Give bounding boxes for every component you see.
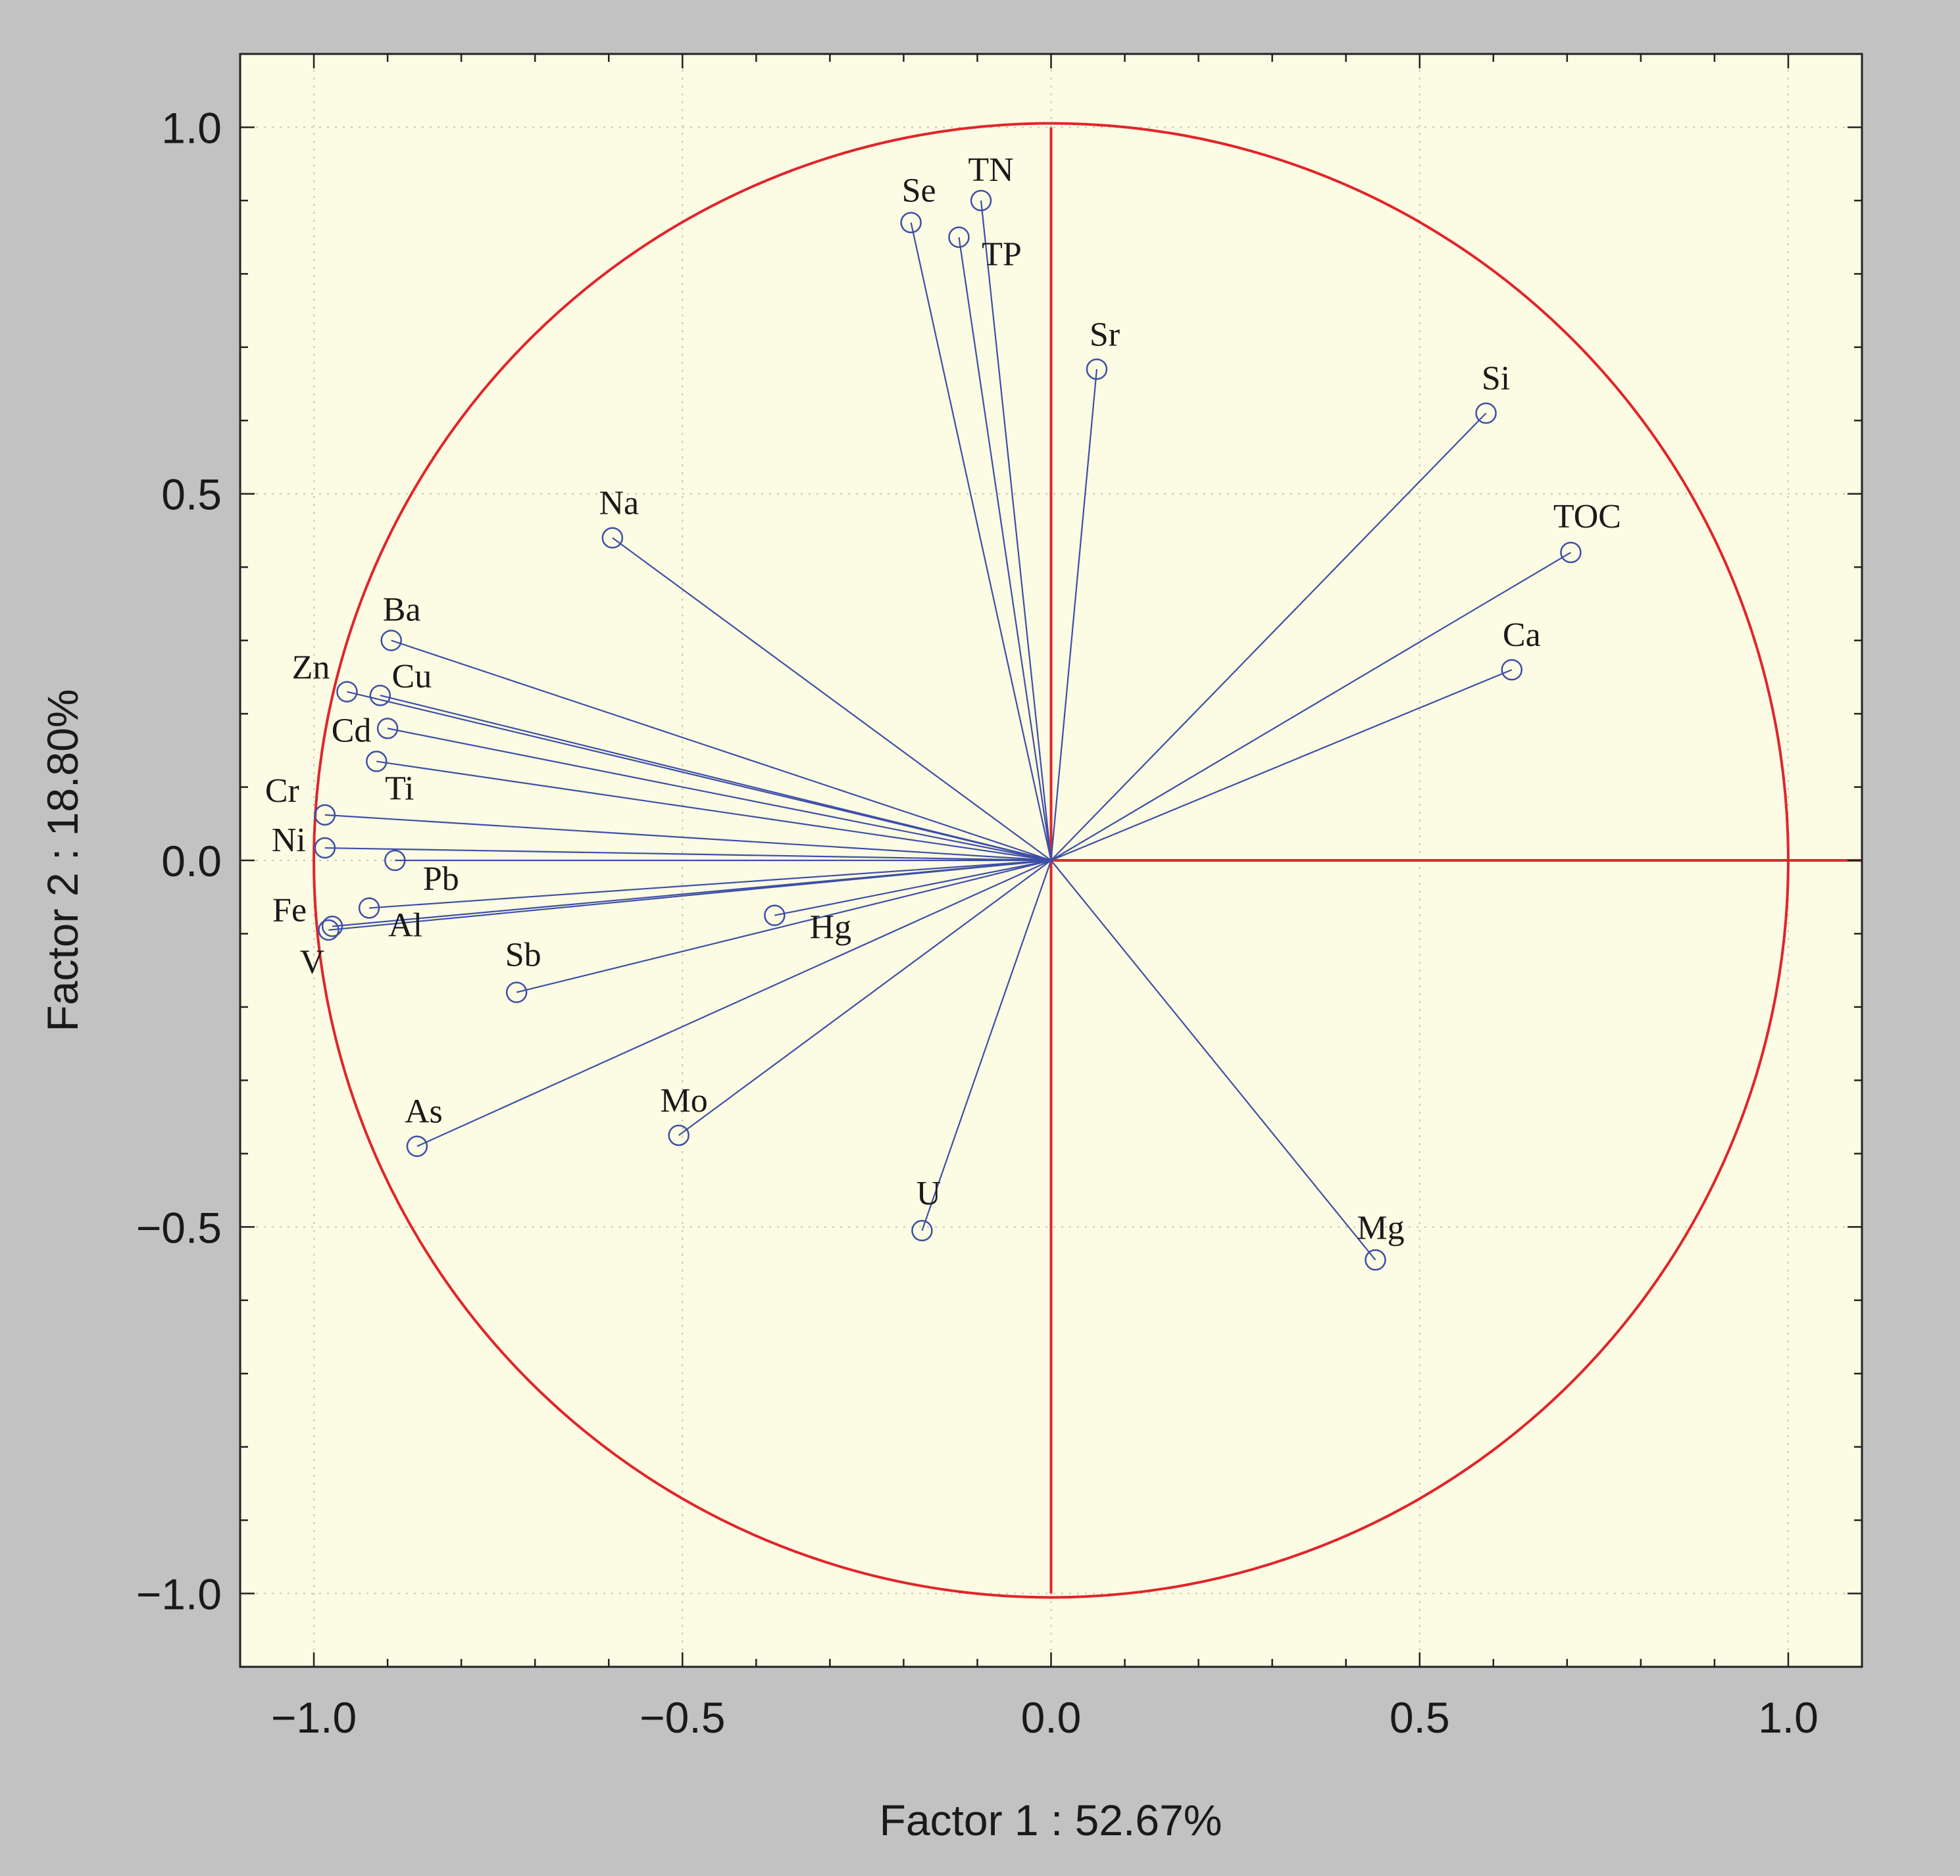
y-tick-label: 1.0	[161, 103, 222, 152]
y-tick-label: −1.0	[136, 1570, 222, 1619]
label-al: Al	[388, 906, 422, 944]
point-na	[601, 527, 624, 549]
point-tp	[948, 226, 970, 248]
vector-cu	[380, 695, 1051, 862]
y-tick-label: 0.0	[161, 837, 222, 885]
vector-mo	[678, 860, 1052, 1136]
label-toc: TOC	[1553, 498, 1621, 535]
vector-al	[369, 859, 1051, 909]
vector-v	[328, 859, 1051, 931]
point-cd	[376, 718, 399, 739]
point-ba	[380, 629, 402, 651]
point-se	[900, 212, 922, 234]
label-ca: Ca	[1503, 616, 1541, 654]
label-sr: Sr	[1090, 316, 1120, 353]
point-toc	[1560, 541, 1582, 564]
label-cd: Cd	[332, 712, 372, 749]
label-zn: Zn	[292, 649, 330, 687]
label-tp: TP	[982, 236, 1022, 274]
point-mg	[1365, 1249, 1386, 1271]
label-cu: Cu	[392, 658, 432, 695]
vector-cd	[387, 728, 1051, 862]
point-pb	[384, 849, 406, 872]
x-tick-label: −0.5	[640, 1693, 725, 1742]
vector-hg	[774, 859, 1051, 916]
vector-ni	[324, 847, 1051, 862]
vector-mg	[1050, 860, 1376, 1261]
y-tick-labels: −1.0 −0.5 0.0 0.5 1.0	[136, 103, 222, 1618]
axis-ticks	[240, 54, 1862, 1667]
point-sr	[1086, 358, 1108, 380]
point-fe	[321, 916, 343, 937]
label-ti: Ti	[385, 770, 414, 808]
y-tick-label: 0.5	[161, 470, 222, 519]
x-tick-label: 1.0	[1758, 1693, 1819, 1742]
label-u: U	[917, 1175, 942, 1212]
point-ca	[1501, 658, 1523, 681]
label-sb: Sb	[505, 937, 541, 974]
label-hg: Hg	[810, 909, 852, 947]
vector-si	[1050, 412, 1487, 861]
label-pb: Pb	[423, 860, 459, 898]
point-tn	[970, 189, 992, 212]
loading-points	[314, 189, 1582, 1271]
label-as: As	[405, 1093, 443, 1131]
vector-ba	[391, 639, 1051, 862]
vector-sr	[1050, 369, 1098, 861]
point-as	[406, 1135, 428, 1157]
label-tn: TN	[968, 151, 1013, 189]
label-fe: Fe	[272, 891, 307, 929]
point-mo	[668, 1124, 690, 1147]
vector-na	[612, 537, 1052, 861]
vector-as	[416, 859, 1051, 1147]
y-tick-label: −0.5	[136, 1203, 222, 1252]
point-ni	[314, 837, 336, 859]
x-tick-label: 0.0	[1021, 1693, 1082, 1742]
vector-ca	[1051, 669, 1513, 862]
point-al	[358, 897, 380, 919]
label-se: Se	[902, 172, 936, 209]
label-mo: Mo	[661, 1082, 708, 1120]
vector-tn	[980, 200, 1052, 861]
label-si: Si	[1482, 360, 1510, 397]
vector-zn	[347, 691, 1051, 862]
vector-sb	[516, 859, 1051, 993]
vector-u	[921, 860, 1052, 1231]
x-tick-label: 0.5	[1390, 1693, 1450, 1742]
point-si	[1475, 402, 1497, 424]
point-u	[911, 1220, 933, 1242]
label-ni: Ni	[272, 822, 306, 859]
point-hg	[764, 904, 786, 926]
point-sb	[505, 981, 528, 1003]
vector-se	[910, 222, 1052, 861]
loading-vectors	[324, 200, 1571, 1261]
x-tick-labels: −1.0 −0.5 0.0 0.5 1.0	[271, 1693, 1819, 1742]
variable-labels: TN Se TP Sr Si TOC Ca Na Ba Zn Cu Cd Ti Cr Ni Pb Fe V Al Hg…	[265, 151, 1621, 1247]
label-na: Na	[599, 485, 640, 522]
vector-toc	[1050, 551, 1571, 861]
point-cr	[314, 804, 336, 826]
point-cu	[369, 684, 391, 706]
label-mg: Mg	[1357, 1209, 1404, 1247]
vector-ti	[376, 760, 1051, 862]
x-tick-label: −1.0	[271, 1693, 357, 1742]
vector-tp	[958, 237, 1052, 861]
label-cr: Cr	[265, 772, 299, 810]
label-ba: Ba	[383, 591, 421, 629]
label-v: V	[300, 943, 325, 981]
point-zn	[336, 681, 358, 703]
point-ti	[366, 751, 388, 772]
vector-cr	[324, 814, 1051, 862]
y-axis-title: Factor 2 : 18.80%	[38, 689, 87, 1032]
point-v	[318, 919, 339, 941]
x-axis-title: Factor 1 : 52.67%	[880, 1796, 1222, 1844]
